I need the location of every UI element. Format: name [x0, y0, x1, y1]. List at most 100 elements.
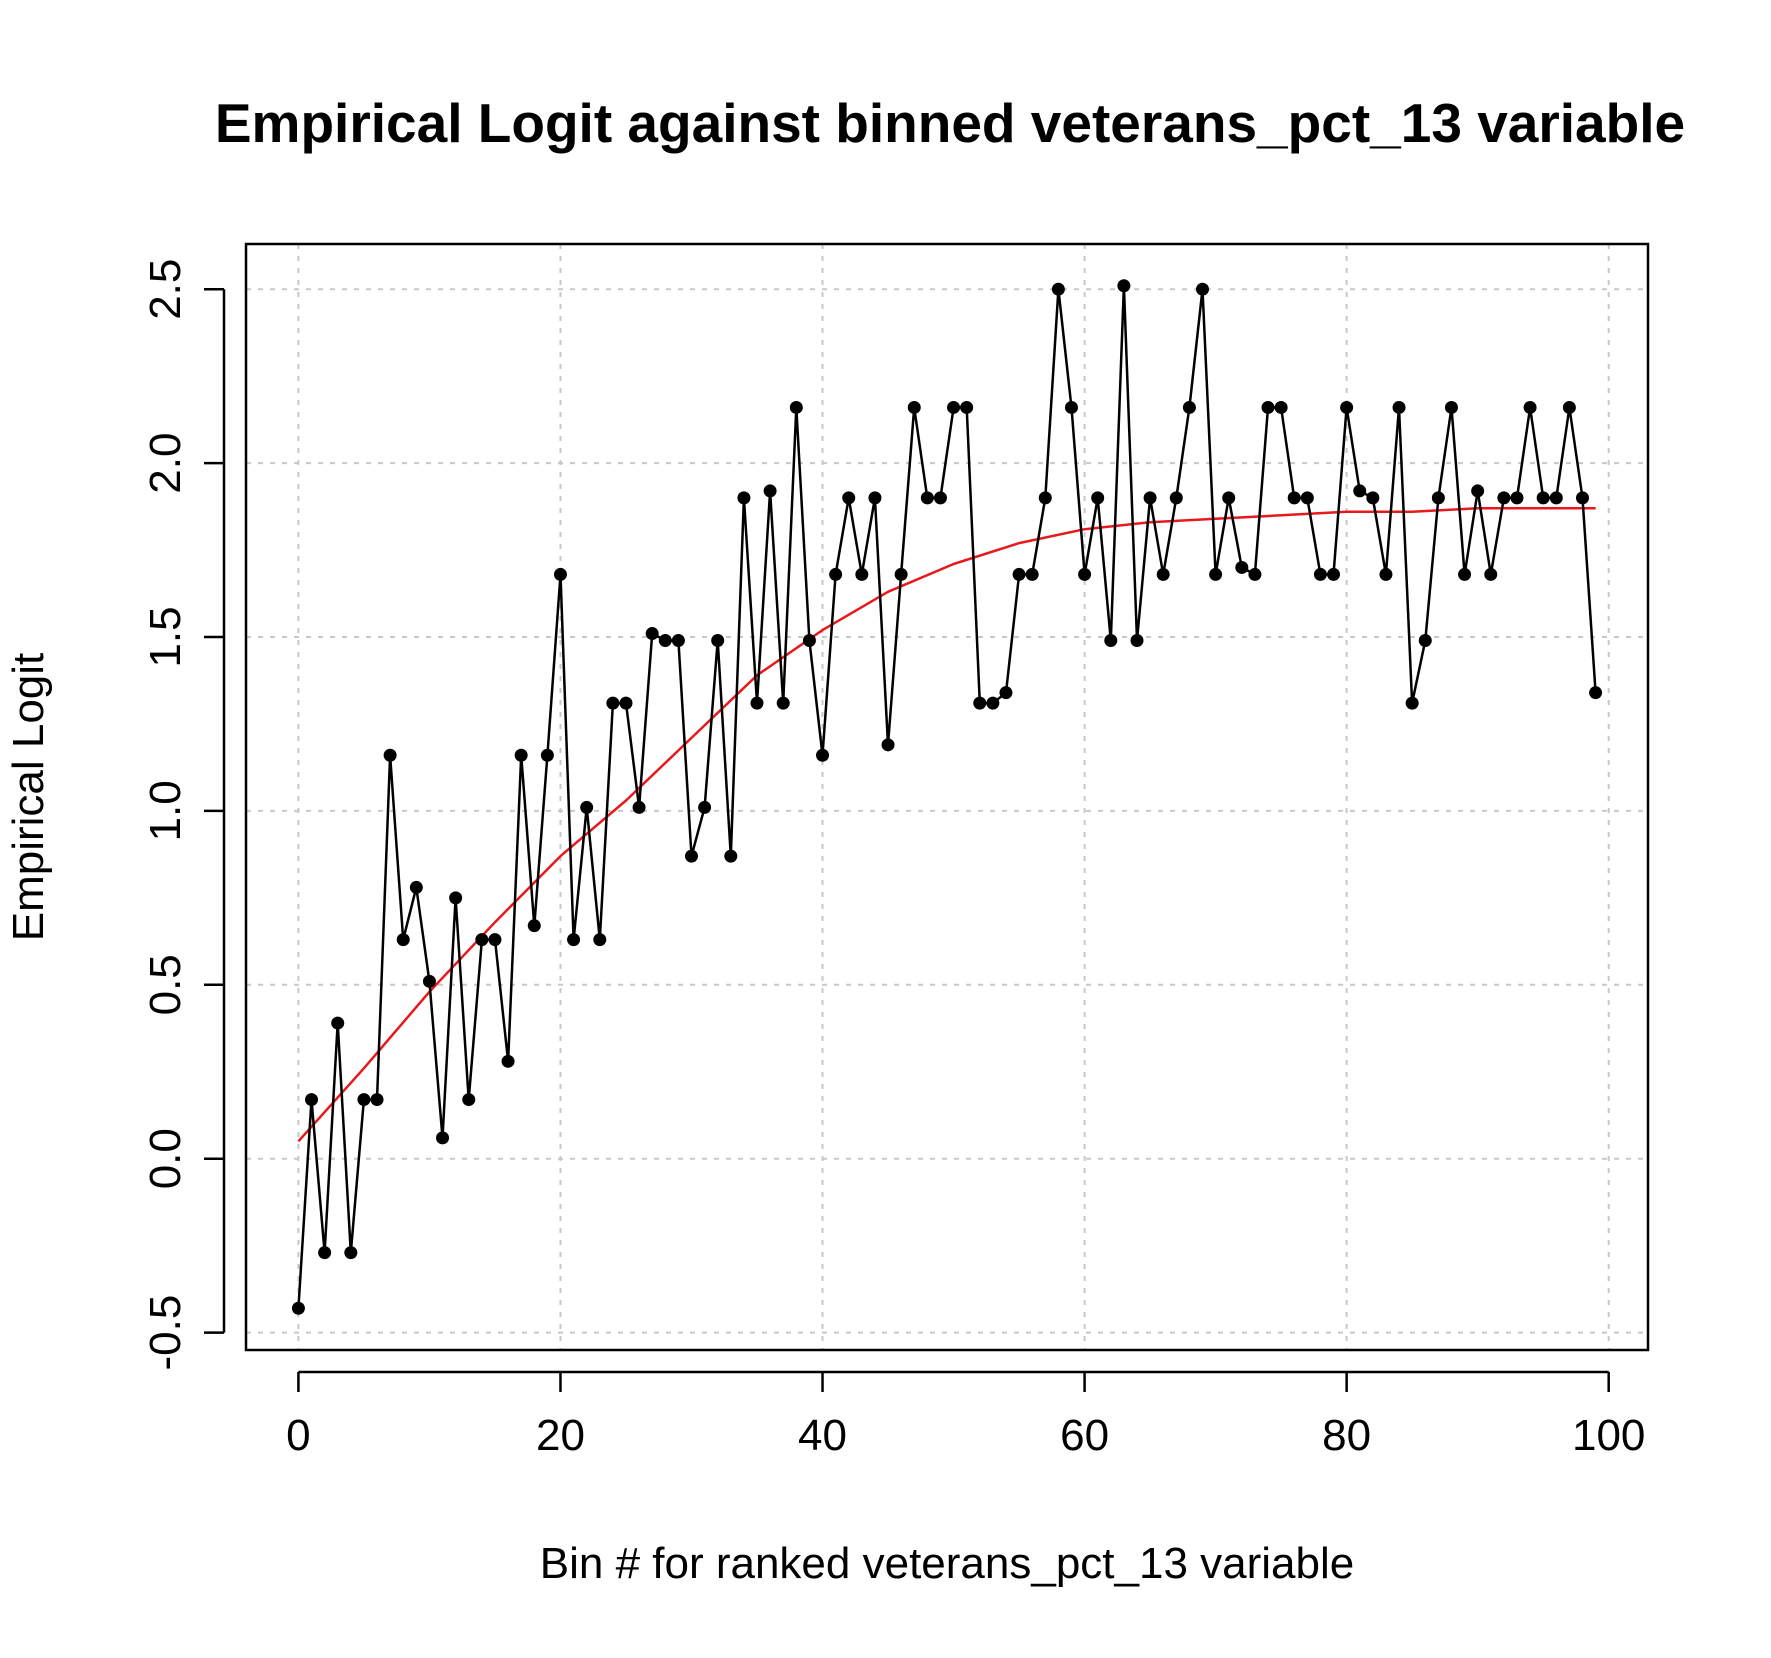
data-point [842, 491, 856, 505]
data-point [973, 696, 987, 710]
x-axis-title: Bin # for ranked veterans_pct_13 variabl… [540, 1539, 1355, 1588]
data-point [868, 491, 882, 505]
data-point [802, 633, 816, 647]
data-point [1497, 491, 1511, 505]
data-point [1104, 633, 1118, 647]
data-point [960, 400, 974, 414]
data-point [1143, 491, 1157, 505]
data-point [1209, 567, 1223, 581]
data-point [462, 1093, 476, 1107]
x-tick-label: 60 [1060, 1411, 1109, 1460]
data-point [488, 933, 502, 947]
data-point [1025, 567, 1039, 581]
data-point [383, 748, 397, 762]
data-point [1575, 491, 1589, 505]
data-point [1248, 567, 1262, 581]
data-point [1444, 400, 1458, 414]
data-point [999, 686, 1013, 700]
x-axis: 0 20 40 60 80 100 [286, 1370, 1645, 1460]
x-tick-label: 0 [286, 1411, 310, 1460]
data-point [920, 491, 934, 505]
x-tick-label: 40 [798, 1411, 847, 1460]
data-point [1261, 400, 1275, 414]
x-tick-label: 20 [536, 1411, 585, 1460]
data-point [318, 1246, 332, 1260]
plot-frame [244, 242, 1650, 1352]
data-point [645, 627, 659, 641]
y-tick-label: 0.5 [141, 954, 190, 1015]
y-tick-label: 2.0 [141, 433, 190, 494]
data-point [606, 696, 620, 710]
data-point [684, 849, 698, 863]
data-point [894, 567, 908, 581]
data-point [1287, 491, 1301, 505]
data-point [1431, 491, 1445, 505]
data-point [475, 933, 489, 947]
data-point [527, 919, 541, 933]
data-point [737, 491, 751, 505]
y-tick-label: 2.5 [141, 259, 190, 320]
data-point [449, 891, 463, 905]
data-layer [291, 279, 1603, 1315]
y-axis-title: Empirical Logit [4, 653, 53, 942]
data-point [1366, 491, 1380, 505]
data-point [750, 696, 764, 710]
data-point [776, 696, 790, 710]
data-point [1064, 400, 1078, 414]
data-point [1340, 400, 1354, 414]
y-tick-label: 1.5 [141, 606, 190, 667]
data-point [1091, 491, 1105, 505]
data-point [1471, 484, 1485, 498]
data-point [763, 484, 777, 498]
data-point [501, 1054, 515, 1068]
data-point [540, 748, 554, 762]
grid-layer [246, 244, 1648, 1350]
data-point [1169, 491, 1183, 505]
data-point [553, 567, 567, 581]
data-point [1130, 633, 1144, 647]
data-point [829, 567, 843, 581]
data-point [305, 1093, 319, 1107]
x-tick-label: 100 [1572, 1411, 1645, 1460]
data-point [1549, 491, 1563, 505]
y-tick-label: 1.0 [141, 780, 190, 841]
data-point [619, 696, 633, 710]
data-point [1313, 567, 1327, 581]
data-point [1012, 567, 1026, 581]
data-point [331, 1016, 345, 1030]
data-point [396, 933, 410, 947]
data-point [514, 748, 528, 762]
data-point [1235, 560, 1249, 574]
data-point [580, 800, 594, 814]
data-point [422, 974, 436, 988]
data-point [947, 400, 961, 414]
data-point [1117, 279, 1131, 293]
data-point [1562, 400, 1576, 414]
data-point [1589, 686, 1603, 700]
data-point [1196, 282, 1210, 296]
data-point [1038, 491, 1052, 505]
data-point [855, 567, 869, 581]
data-point [593, 933, 607, 947]
data-point [933, 491, 947, 505]
data-point [671, 633, 685, 647]
data-line [297, 284, 1597, 1309]
data-point [1379, 567, 1393, 581]
data-point [1484, 567, 1498, 581]
data-point [567, 933, 581, 947]
data-point [1051, 282, 1065, 296]
data-point [1418, 633, 1432, 647]
data-point [1222, 491, 1236, 505]
data-point [1510, 491, 1524, 505]
data-point [1353, 484, 1367, 498]
data-point [1392, 400, 1406, 414]
y-tick-label: -0.5 [141, 1295, 190, 1371]
data-point [1182, 400, 1196, 414]
data-point [1536, 491, 1550, 505]
data-point [658, 633, 672, 647]
data-point [1523, 400, 1537, 414]
data-point [344, 1246, 358, 1260]
data-point [1300, 491, 1314, 505]
